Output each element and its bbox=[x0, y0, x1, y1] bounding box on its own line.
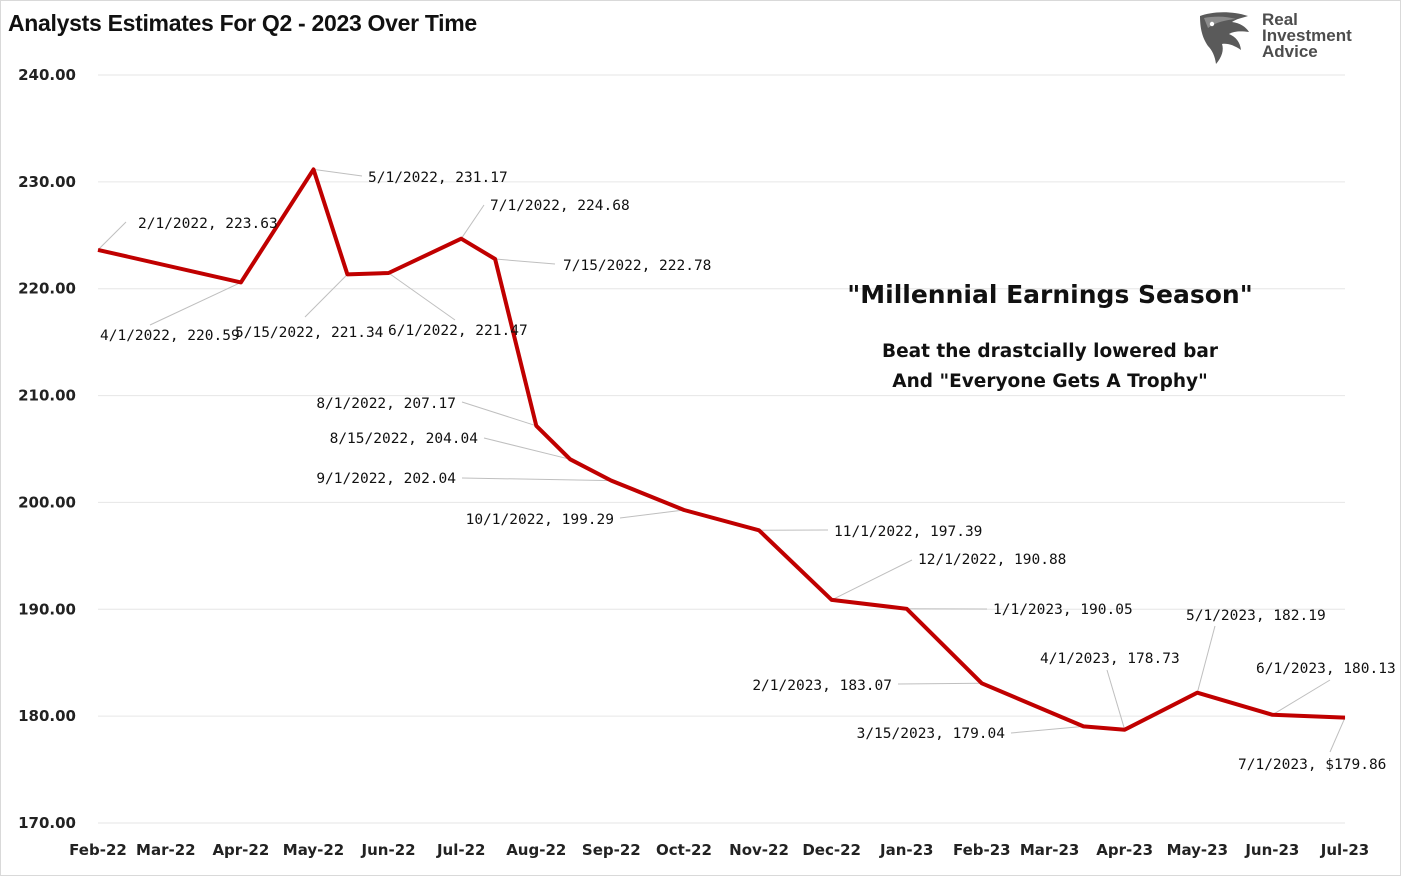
data-label: 6/1/2023, 180.13 bbox=[1256, 661, 1396, 677]
label-leader bbox=[388, 272, 456, 321]
annotation-subtitle: Beat the drastcially lowered bar And "Ev… bbox=[820, 337, 1280, 397]
eagle-head-icon bbox=[1200, 12, 1249, 64]
data-label: 5/1/2022, 231.17 bbox=[368, 170, 508, 186]
x-tick-label: Aug-22 bbox=[506, 841, 566, 859]
data-label: 10/1/2022, 199.29 bbox=[466, 512, 614, 528]
data-label: 9/1/2022, 202.04 bbox=[316, 471, 456, 487]
label-leader bbox=[149, 281, 242, 326]
y-tick-label: 210.00 bbox=[18, 387, 76, 405]
y-tick-label: 180.00 bbox=[18, 707, 76, 725]
label-leader bbox=[897, 682, 982, 685]
data-label: 8/15/2022, 204.04 bbox=[330, 431, 479, 447]
x-tick-label: Sep-22 bbox=[582, 841, 641, 859]
label-leader bbox=[495, 258, 556, 265]
data-label: 4/1/2023, 178.73 bbox=[1040, 651, 1180, 667]
y-tick-label: 170.00 bbox=[18, 814, 76, 832]
data-label: 7/1/2023, $179.86 bbox=[1238, 757, 1386, 773]
y-tick-label: 240.00 bbox=[18, 66, 76, 84]
label-leader bbox=[1272, 679, 1331, 716]
label-leader bbox=[1329, 717, 1346, 753]
data-label: 7/1/2022, 224.68 bbox=[490, 198, 630, 214]
label-leader bbox=[1010, 725, 1084, 734]
x-tick-label: Mar-22 bbox=[136, 841, 196, 859]
x-tick-label: Apr-22 bbox=[212, 841, 269, 859]
data-labels: 2/1/2022, 223.63 4/1/2022, 220.59 5/1/2022… bbox=[100, 170, 1396, 773]
data-label: 8/1/2022, 207.17 bbox=[316, 396, 456, 412]
label-leader bbox=[461, 401, 537, 427]
brand-logo: Real Investment Advice bbox=[1196, 10, 1376, 70]
x-tick-label: Feb-22 bbox=[69, 841, 127, 859]
label-leader bbox=[1106, 669, 1126, 730]
label-leader bbox=[461, 477, 612, 482]
x-tick-label: Apr-23 bbox=[1096, 841, 1153, 859]
label-leader bbox=[831, 559, 913, 601]
series-line bbox=[97, 167, 1346, 732]
annotation-box: "Millennial Earnings Season" Beat the dr… bbox=[820, 280, 1280, 397]
annotation-line-1: Beat the drastcially lowered bar bbox=[882, 341, 1218, 362]
logo-line-1: Real bbox=[1262, 10, 1298, 29]
label-leader bbox=[304, 274, 348, 318]
data-label: 2/1/2023, 183.07 bbox=[752, 678, 892, 694]
data-label: 3/15/2023, 179.04 bbox=[857, 726, 1006, 742]
label-leader bbox=[483, 437, 571, 460]
label-leader bbox=[460, 204, 485, 239]
data-label: 11/1/2022, 197.39 bbox=[834, 524, 982, 540]
label-leader bbox=[619, 509, 685, 519]
data-label: 12/1/2022, 190.88 bbox=[918, 552, 1066, 568]
data-label: 2/1/2022, 223.63 bbox=[138, 216, 278, 232]
logo-wordmark: Real Investment Advice bbox=[1262, 10, 1352, 61]
x-tick-label: Mar-23 bbox=[1020, 841, 1080, 859]
y-tick-label: 220.00 bbox=[18, 280, 76, 298]
x-axis: Feb-22 Mar-22 Apr-22 May-22 Jun-22 Jul-22 Aug-… bbox=[69, 841, 1369, 859]
y-tick-label: 230.00 bbox=[18, 173, 76, 191]
chart-title: Analysts Estimates For Q2 - 2023 Over Ti… bbox=[8, 10, 477, 36]
y-tick-label: 200.00 bbox=[18, 493, 76, 511]
x-tick-label: Feb-23 bbox=[953, 841, 1011, 859]
data-label: 5/1/2023, 182.19 bbox=[1186, 608, 1326, 624]
data-label: 6/1/2022, 221.47 bbox=[388, 323, 528, 339]
y-tick-label: 190.00 bbox=[18, 600, 76, 618]
series-line-layer bbox=[97, 167, 1346, 732]
x-tick-label: Jun-23 bbox=[1244, 841, 1299, 859]
data-label: 4/1/2022, 220.59 bbox=[100, 328, 240, 344]
x-tick-label: May-22 bbox=[283, 841, 344, 859]
data-label: 1/1/2023, 190.05 bbox=[993, 602, 1133, 618]
data-label: 5/15/2022, 221.34 bbox=[235, 325, 384, 341]
annotation-title: "Millennial Earnings Season" bbox=[847, 280, 1253, 309]
x-tick-label: Nov-22 bbox=[729, 841, 789, 859]
data-label: 7/15/2022, 222.78 bbox=[563, 258, 711, 274]
annotation-line-2: And "Everyone Gets A Trophy" bbox=[892, 371, 1208, 392]
label-leader bbox=[97, 221, 127, 251]
x-tick-label: Jan-23 bbox=[879, 841, 933, 859]
x-tick-label: Jul-23 bbox=[1320, 841, 1370, 859]
x-tick-label: Jun-22 bbox=[361, 841, 416, 859]
y-axis: 240.00 230.00 220.00 210.00 200.00 190.00 180.… bbox=[18, 66, 76, 832]
label-leader bbox=[1196, 625, 1216, 693]
logo-line-2: Investment bbox=[1262, 26, 1352, 45]
x-tick-label: May-23 bbox=[1167, 841, 1228, 859]
logo-line-3: Advice bbox=[1262, 42, 1318, 61]
label-leaders bbox=[97, 168, 1346, 753]
x-tick-label: Oct-22 bbox=[656, 841, 712, 859]
x-tick-label: Dec-22 bbox=[802, 841, 861, 859]
label-leader bbox=[313, 168, 363, 177]
x-tick-label: Jul-22 bbox=[436, 841, 486, 859]
